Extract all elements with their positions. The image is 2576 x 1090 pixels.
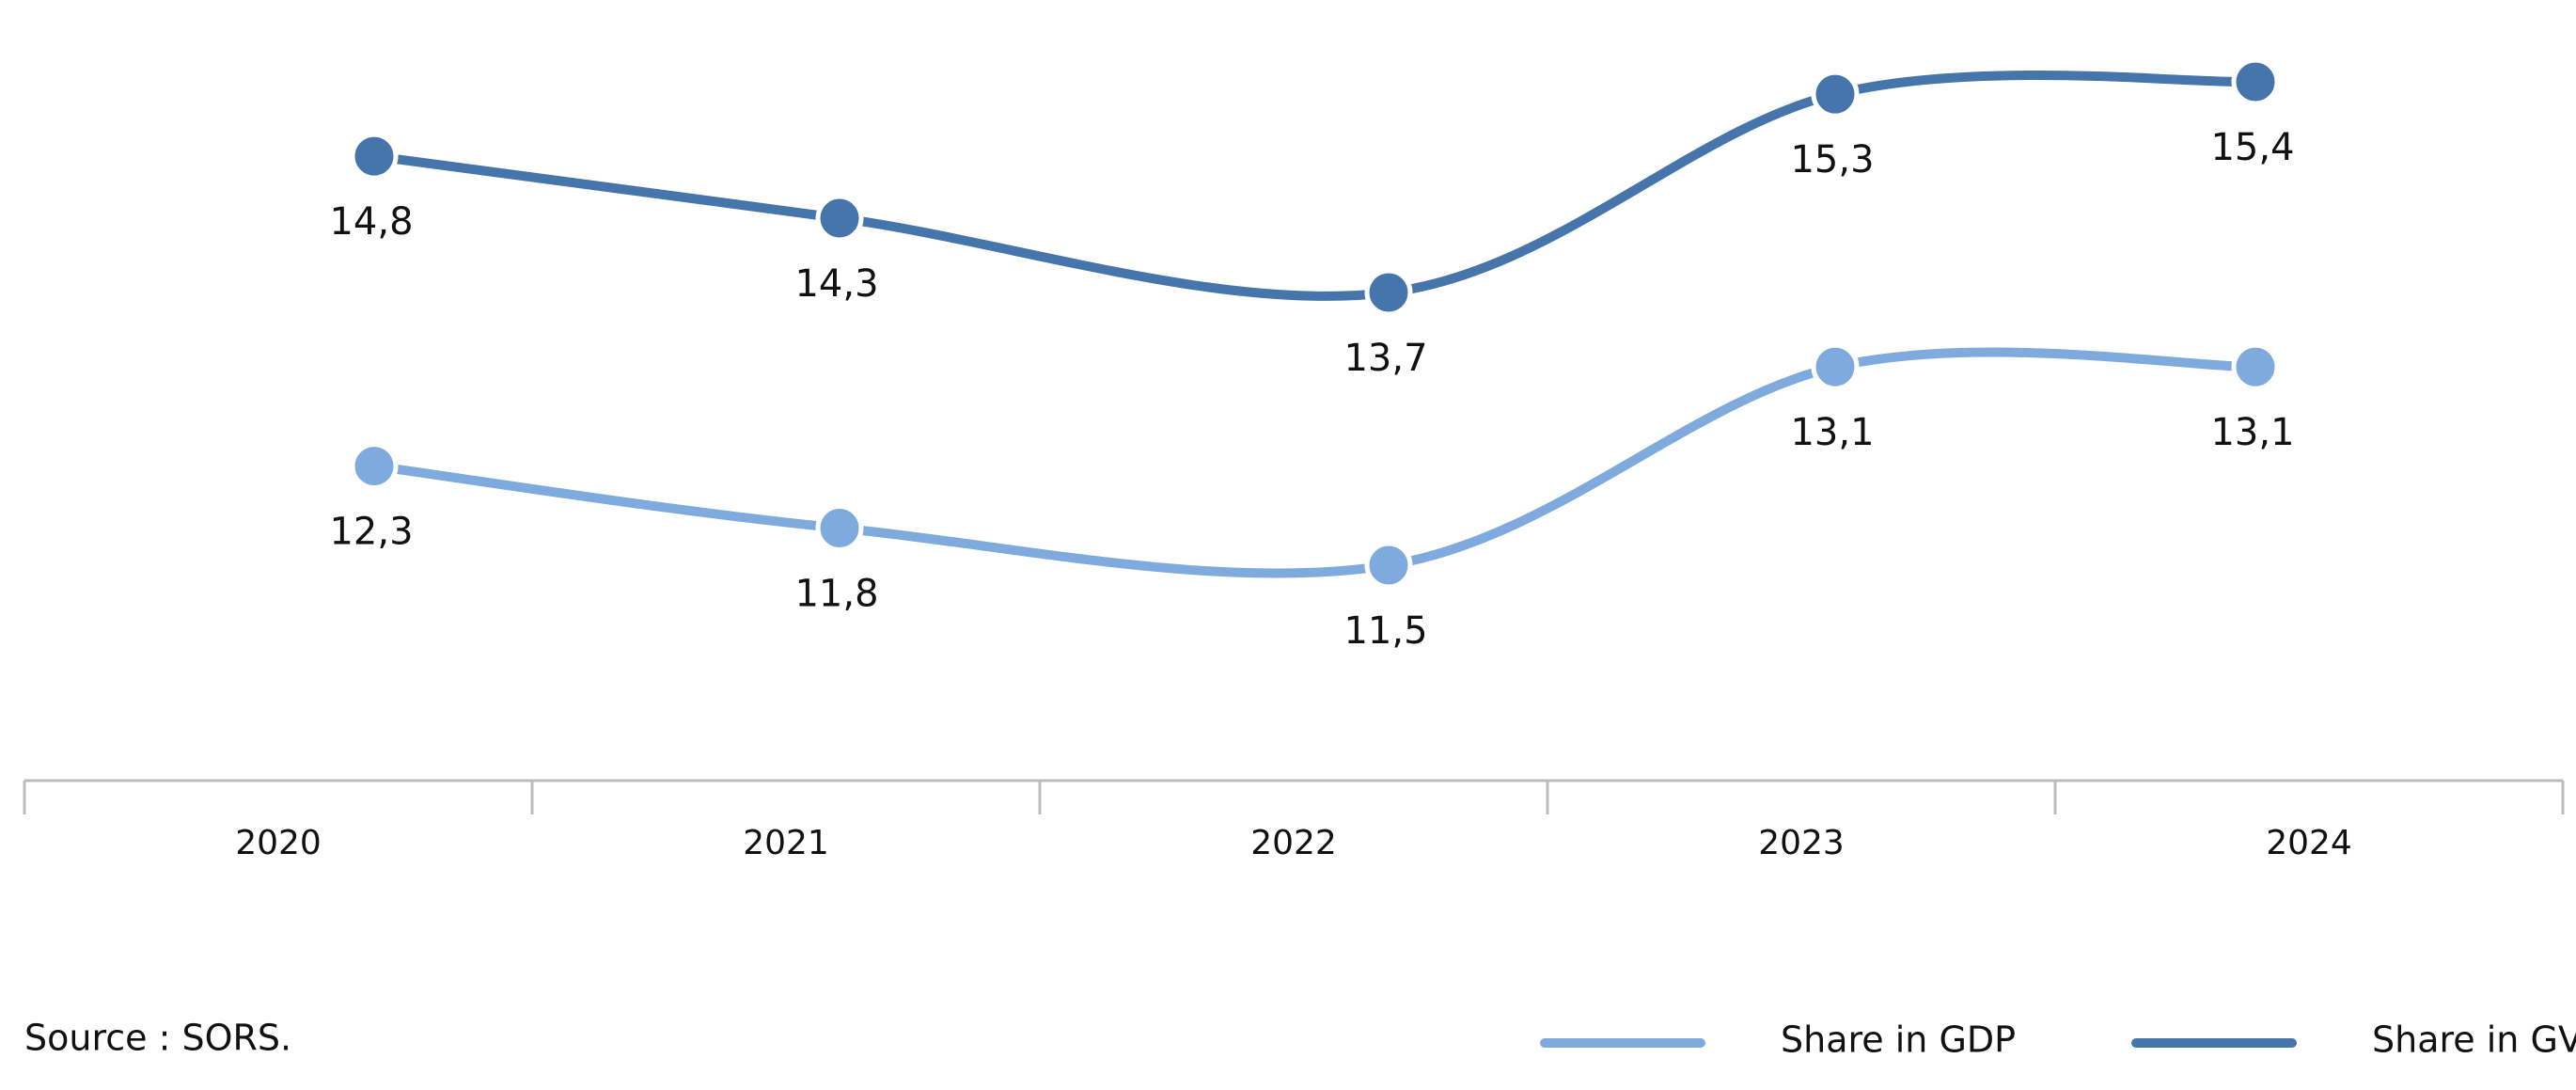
data-label: 11,5 xyxy=(1343,609,1427,653)
data-label: 14,8 xyxy=(329,200,413,244)
data-point xyxy=(1364,268,1413,317)
data-label: 15,4 xyxy=(2210,126,2294,169)
data-label: 12,3 xyxy=(329,511,413,554)
series-line xyxy=(369,347,2260,578)
data-point xyxy=(815,194,864,243)
data-point xyxy=(350,442,399,491)
data-point xyxy=(2231,57,2280,106)
x-tick-label: 2023 xyxy=(1758,824,1845,862)
x-tick-label: 2020 xyxy=(235,824,322,862)
data-label: 13,1 xyxy=(1790,411,1874,454)
x-tick-label: 2024 xyxy=(2266,824,2352,862)
data-label: 11,8 xyxy=(794,572,878,615)
data-label: 14,3 xyxy=(794,262,878,306)
data-point xyxy=(1364,541,1413,590)
data-point xyxy=(350,132,399,181)
source-note: Source : SORS. xyxy=(24,1018,291,1059)
data-label: 13,7 xyxy=(1343,337,1427,380)
legend-label: Share in GVA xyxy=(2372,1019,2576,1061)
data-point xyxy=(815,503,864,552)
data-point xyxy=(1811,342,1860,391)
data-label: 13,1 xyxy=(2210,411,2294,454)
data-point xyxy=(1811,70,1860,118)
data-point xyxy=(2231,342,2280,391)
x-tick-label: 2022 xyxy=(1250,824,1337,862)
data-label: 15,3 xyxy=(1790,138,1874,182)
x-tick-label: 2021 xyxy=(743,824,829,862)
series-line xyxy=(369,71,2260,301)
legend-label: Share in GDP xyxy=(1781,1019,2016,1061)
